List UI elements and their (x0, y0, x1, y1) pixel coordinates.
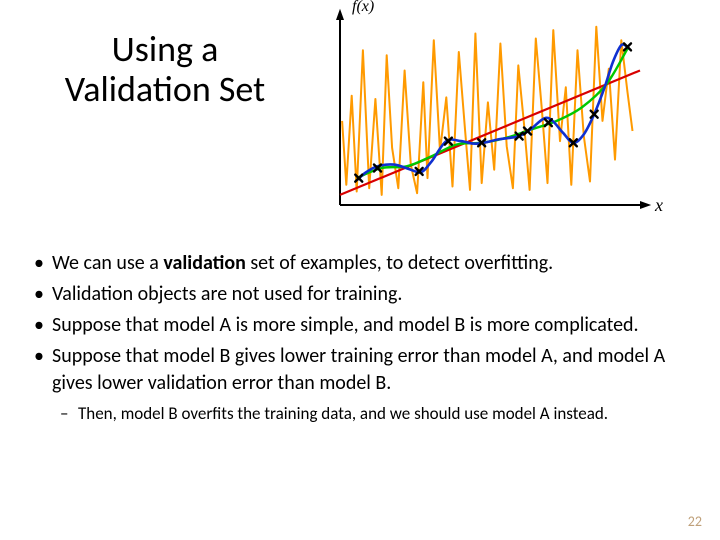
overfitting-chart: f(x) x (310, 0, 700, 225)
noise-curve (342, 27, 632, 195)
chart-svg (310, 0, 680, 220)
y-axis-label: f(x) (352, 0, 374, 16)
bullet-text: Validation objects are not used for trai… (52, 282, 402, 306)
bullet-text: We can use a (52, 251, 163, 275)
bullet-list: We can use a validation set of examples,… (30, 250, 690, 425)
bullet-text: Then, model B overfits the training data… (78, 403, 608, 424)
bullet: Validation objects are not used for trai… (30, 281, 690, 308)
page-number: 22 (688, 513, 702, 530)
bullet: We can use a validation set of examples,… (30, 250, 690, 277)
slide: { "title": "Using a\nValidation Set", "c… (0, 0, 720, 540)
bullet-bold: validation (163, 251, 245, 275)
slide-title: Using aValidation Set (0, 0, 300, 109)
bullet: Suppose that model B gives lower trainin… (30, 343, 690, 397)
bullet-text: Suppose that model A is more simple, and… (52, 313, 639, 337)
bullet-text: Suppose that model B gives lower trainin… (52, 344, 665, 395)
x-axis-label: x (655, 195, 663, 216)
bullet-text: set of examples, to detect overfitting. (246, 251, 553, 275)
bullet: Suppose that model A is more simple, and… (30, 312, 690, 339)
sub-bullet: Then, model B overfits the training data… (30, 403, 690, 425)
